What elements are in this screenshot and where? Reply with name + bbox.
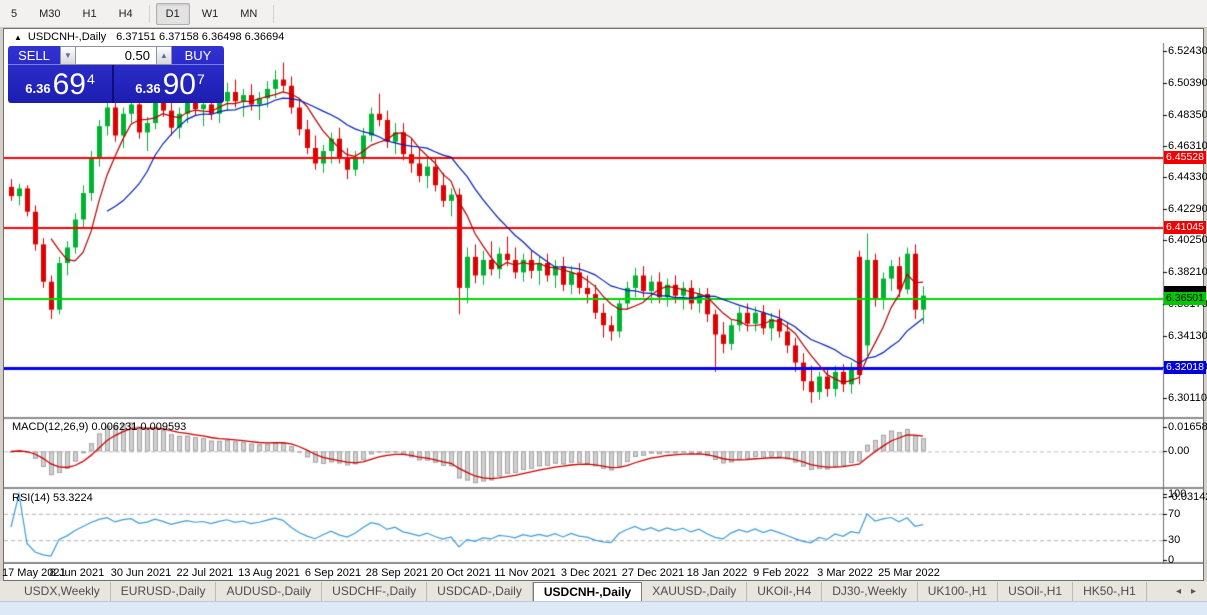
date-axis-label: 6 Sep 2021 bbox=[304, 567, 362, 579]
buy-price-big-digits: 90 bbox=[162, 68, 196, 101]
macd-name: MACD(12,26,9) bbox=[12, 421, 89, 433]
sell-price-panel[interactable]: 6.36 69 4 bbox=[8, 65, 114, 103]
date-axis-label: 25 Mar 2022 bbox=[878, 567, 940, 579]
rsi-indicator-label: RSI(14) 53.3224 bbox=[12, 492, 93, 504]
price-axis-tick-label: 6.38210 bbox=[1168, 266, 1207, 279]
chart-tab-usoil[interactable]: USOil-,H1 bbox=[998, 582, 1074, 601]
price-axis-tick-label: 6.52430 bbox=[1168, 45, 1207, 58]
date-axis-label: 3 Mar 2022 bbox=[817, 567, 873, 579]
date-axis-label: 13 Aug 2021 bbox=[238, 567, 300, 579]
timeframe-button-m30[interactable]: M30 bbox=[39, 7, 61, 20]
date-axis-label: 18 Jan 2022 bbox=[686, 567, 748, 579]
chart-tab-ukoil[interactable]: UKOil-,H4 bbox=[747, 582, 823, 601]
chart-tab-hk50[interactable]: HK50-,H1 bbox=[1073, 582, 1147, 601]
chart-tab-uk100[interactable]: UK100-,H1 bbox=[918, 582, 999, 601]
macd-axis-tick-label: 0.016586 bbox=[1168, 421, 1207, 434]
tab-scroll-right-icon[interactable]: ▸ bbox=[1190, 586, 1196, 597]
sell-price-big-digits: 69 bbox=[52, 68, 86, 101]
tab-scroll-left-icon[interactable]: ◂ bbox=[1175, 586, 1181, 597]
chart-tab-eurusd[interactable]: EURUSD-,Daily bbox=[111, 582, 217, 601]
sell-price-pip-digit: 4 bbox=[86, 71, 95, 87]
macd-axis-tick-label: 0.00 bbox=[1168, 445, 1190, 458]
volume-input[interactable] bbox=[76, 46, 156, 65]
timeframe-button-h1[interactable]: H1 bbox=[82, 7, 97, 20]
timeframe-button-w1[interactable]: W1 bbox=[201, 7, 219, 20]
macd-values: 0.006231 0.009593 bbox=[91, 421, 187, 433]
volume-increase-button[interactable]: ▲ bbox=[156, 46, 172, 65]
chart-title-row: ▲ USDCNH-,Daily 6.37151 6.37158 6.36498 … bbox=[6, 30, 284, 44]
level-price-label: 6.36501 bbox=[1164, 291, 1206, 305]
rsi-axis-tick-label: 70 bbox=[1168, 507, 1181, 520]
price-chart-canvas[interactable] bbox=[4, 43, 1203, 564]
chart-tab-usdchf[interactable]: USDCHF-,Daily bbox=[322, 582, 428, 601]
level-price-label: 6.45528 bbox=[1164, 151, 1206, 165]
sell-button[interactable]: SELL bbox=[8, 46, 60, 65]
buy-button[interactable]: BUY bbox=[172, 46, 224, 65]
collapse-quotes-icon[interactable]: ▲ bbox=[14, 32, 22, 42]
date-axis-label: 28 Sep 2021 bbox=[365, 567, 429, 579]
buy-price-prefix: 6.36 bbox=[135, 81, 161, 96]
macd-axis-tick-label: -0.03142 bbox=[1168, 491, 1207, 504]
date-axis-label: 17 May 2021 bbox=[2, 567, 66, 579]
rsi-axis-tick-label: 100 bbox=[1168, 488, 1187, 500]
price-axis-tick-label: 6.46310 bbox=[1168, 140, 1207, 153]
tab-scroll-buttons: ◂ ▸ bbox=[1171, 582, 1207, 601]
date-axis-label: 9 Feb 2022 bbox=[753, 567, 809, 579]
volume-decrease-button[interactable]: ▼ bbox=[60, 46, 76, 65]
date-axis-label: 8 Jun 2021 bbox=[49, 567, 105, 579]
chart-tab-dj30[interactable]: DJ30-,Weekly bbox=[822, 582, 918, 601]
price-axis-tick-label: 6.34130 bbox=[1168, 329, 1207, 342]
buy-price-pip-digit: 7 bbox=[196, 71, 205, 87]
chart-tab-usdx[interactable]: USDX,Weekly bbox=[14, 582, 111, 601]
chart-symbol-title: USDCNH-,Daily bbox=[27, 31, 107, 43]
chart-tab-bar: USDX,Weekly EURUSD-,Daily AUDUSD-,Daily USD… bbox=[0, 581, 1207, 601]
timeframe-button-mn[interactable]: MN bbox=[240, 7, 258, 20]
toolbar-separator bbox=[273, 4, 275, 23]
chart-tab-usdcnh[interactable]: USDCNH-,Daily bbox=[532, 582, 643, 601]
chart-tab-xauusd[interactable]: XAUUSD-,Daily bbox=[642, 582, 748, 601]
timeframe-toolbar: 5 M30 H1 H4 D1 W1 MN bbox=[0, 0, 1207, 28]
chart-tab-audusd[interactable]: AUDUSD-,Daily bbox=[216, 582, 323, 601]
level-price-label: 6.41045 bbox=[1164, 221, 1206, 235]
chart-quote-values: 6.37151 6.37158 6.36498 6.36694 bbox=[116, 31, 285, 43]
trade-widget-top-row: SELL ▼ ▲ BUY bbox=[8, 46, 224, 65]
date-axis-label: 3 Dec 2021 bbox=[560, 567, 618, 579]
date-axis-label: 20 Oct 2021 bbox=[431, 567, 491, 579]
price-axis-tick-label: 6.30110 bbox=[1168, 392, 1207, 405]
rsi-value: 53.3224 bbox=[52, 492, 93, 504]
date-axis-label: 27 Dec 2021 bbox=[621, 567, 685, 579]
price-axis-tick-label: 6.50390 bbox=[1168, 76, 1207, 89]
timeframe-button-h4[interactable]: H4 bbox=[118, 7, 133, 20]
price-axis-tick-label: 6.40250 bbox=[1168, 234, 1207, 247]
timeframe-button-d1[interactable]: D1 bbox=[155, 2, 190, 25]
level-price-label: 6.32018 bbox=[1164, 361, 1206, 375]
price-axis-tick-label: 6.42290 bbox=[1168, 202, 1207, 215]
status-bar bbox=[0, 601, 1207, 615]
timeframe-button-5[interactable]: 5 bbox=[11, 7, 18, 20]
date-axis-label: 22 Jul 2021 bbox=[176, 567, 234, 579]
date-axis-label: 30 Jun 2021 bbox=[110, 567, 172, 579]
rsi-axis-tick-label: 0 bbox=[1168, 554, 1175, 566]
price-axis-tick-label: 6.48350 bbox=[1168, 108, 1207, 121]
price-axis-tick-label: 6.44330 bbox=[1168, 171, 1207, 184]
macd-indicator-label: MACD(12,26,9) 0.006231 0.009593 bbox=[12, 421, 186, 433]
toolbar-separator bbox=[148, 4, 150, 23]
rsi-name: RSI(14) bbox=[12, 492, 50, 504]
date-axis-label: 11 Nov 2021 bbox=[494, 567, 556, 579]
chart-tab-usdcad[interactable]: USDCAD-,Daily bbox=[427, 582, 533, 601]
rsi-axis-tick-label: 30 bbox=[1168, 534, 1181, 547]
one-click-trading-widget: SELL ▼ ▲ BUY 6.36 69 4 6.36 90 7 bbox=[8, 46, 224, 103]
sell-price-prefix: 6.36 bbox=[25, 81, 51, 96]
buy-price-panel[interactable]: 6.36 90 7 bbox=[116, 65, 224, 103]
